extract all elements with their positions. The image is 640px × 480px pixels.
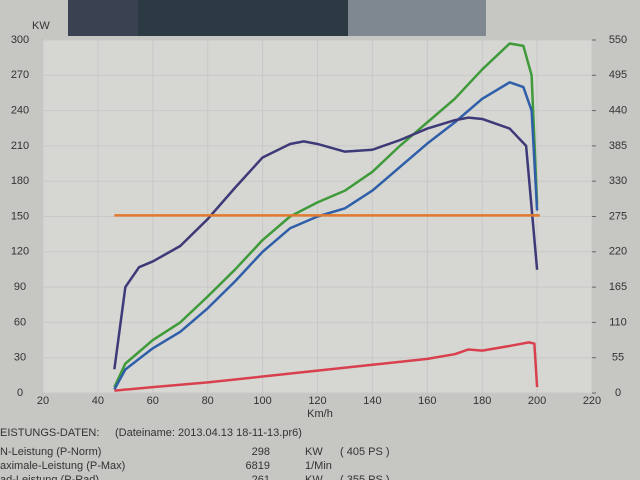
- y-tick-label: 270: [11, 69, 29, 81]
- info-filename: (Dateiname: 2013.04.13 18-11-13.pr6): [115, 427, 302, 439]
- y2-tick-label: 385: [609, 140, 627, 152]
- y2-tick-label: 55: [612, 352, 624, 364]
- y2-tick-label: 110: [609, 316, 627, 328]
- y-tick-label: 120: [11, 246, 29, 258]
- photo: [68, 0, 138, 36]
- y2-tick-label: 440: [609, 105, 627, 117]
- y-tick-label: 300: [11, 34, 29, 46]
- x-tick-label: 60: [147, 395, 159, 407]
- x-tick-label: 120: [308, 395, 326, 407]
- y-tick-label: 0: [17, 387, 23, 399]
- x-tick-label: 200: [528, 395, 546, 407]
- y-tick-label: 210: [11, 140, 29, 152]
- y-tick-label: 150: [11, 210, 29, 222]
- y-tick-label: 60: [14, 316, 26, 328]
- y-tick-label: 30: [14, 352, 26, 364]
- series-line: [113, 42, 539, 388]
- y-axis-label: KW: [32, 20, 50, 32]
- info-label: ad-Leistung (P-Rad): [0, 474, 99, 480]
- x-tick-label: 40: [92, 395, 104, 407]
- y2-tick-label: 165: [609, 281, 627, 293]
- y-tick-label: 180: [11, 175, 29, 187]
- info-extra: ( 405 PS ): [340, 446, 390, 458]
- series-line: [113, 81, 539, 391]
- x-tick-label: 160: [418, 395, 436, 407]
- x-tick-label: 140: [363, 395, 381, 407]
- y2-tick-label: 275: [609, 210, 627, 222]
- y2-tick-label: 220: [609, 246, 627, 258]
- x-axis-label: Km/h: [307, 408, 333, 420]
- y2-tick-label: 495: [609, 69, 627, 81]
- info-unit: KW: [305, 446, 323, 458]
- series-line: [114, 341, 539, 392]
- y2-tick-label: 330: [609, 175, 627, 187]
- y-tick-label: 240: [11, 105, 29, 117]
- x-tick-label: 220: [583, 395, 601, 407]
- y2-tick-label: 550: [609, 34, 627, 46]
- x-tick-label: 100: [253, 395, 271, 407]
- info-value: 6819: [246, 460, 270, 472]
- y2-tick-label: 0: [615, 387, 621, 399]
- photo: [138, 0, 348, 36]
- x-tick-label: 20: [37, 395, 49, 407]
- info-extra: ( 355 PS ): [340, 474, 390, 480]
- info-value: 298: [252, 446, 270, 458]
- series-line: [113, 116, 539, 370]
- info-heading: EISTUNGS-DATEN:: [0, 427, 99, 439]
- info-label: aximale-Leistung (P-Max): [0, 460, 125, 472]
- info-label: N-Leistung (P-Norm): [0, 446, 101, 458]
- photo: [348, 0, 486, 36]
- y-tick-label: 90: [14, 281, 26, 293]
- info-unit: 1/Min: [305, 460, 332, 472]
- info-value: 261: [252, 474, 270, 480]
- x-tick-label: 80: [202, 395, 214, 407]
- x-tick-label: 180: [473, 395, 491, 407]
- info-unit: KW: [305, 474, 323, 480]
